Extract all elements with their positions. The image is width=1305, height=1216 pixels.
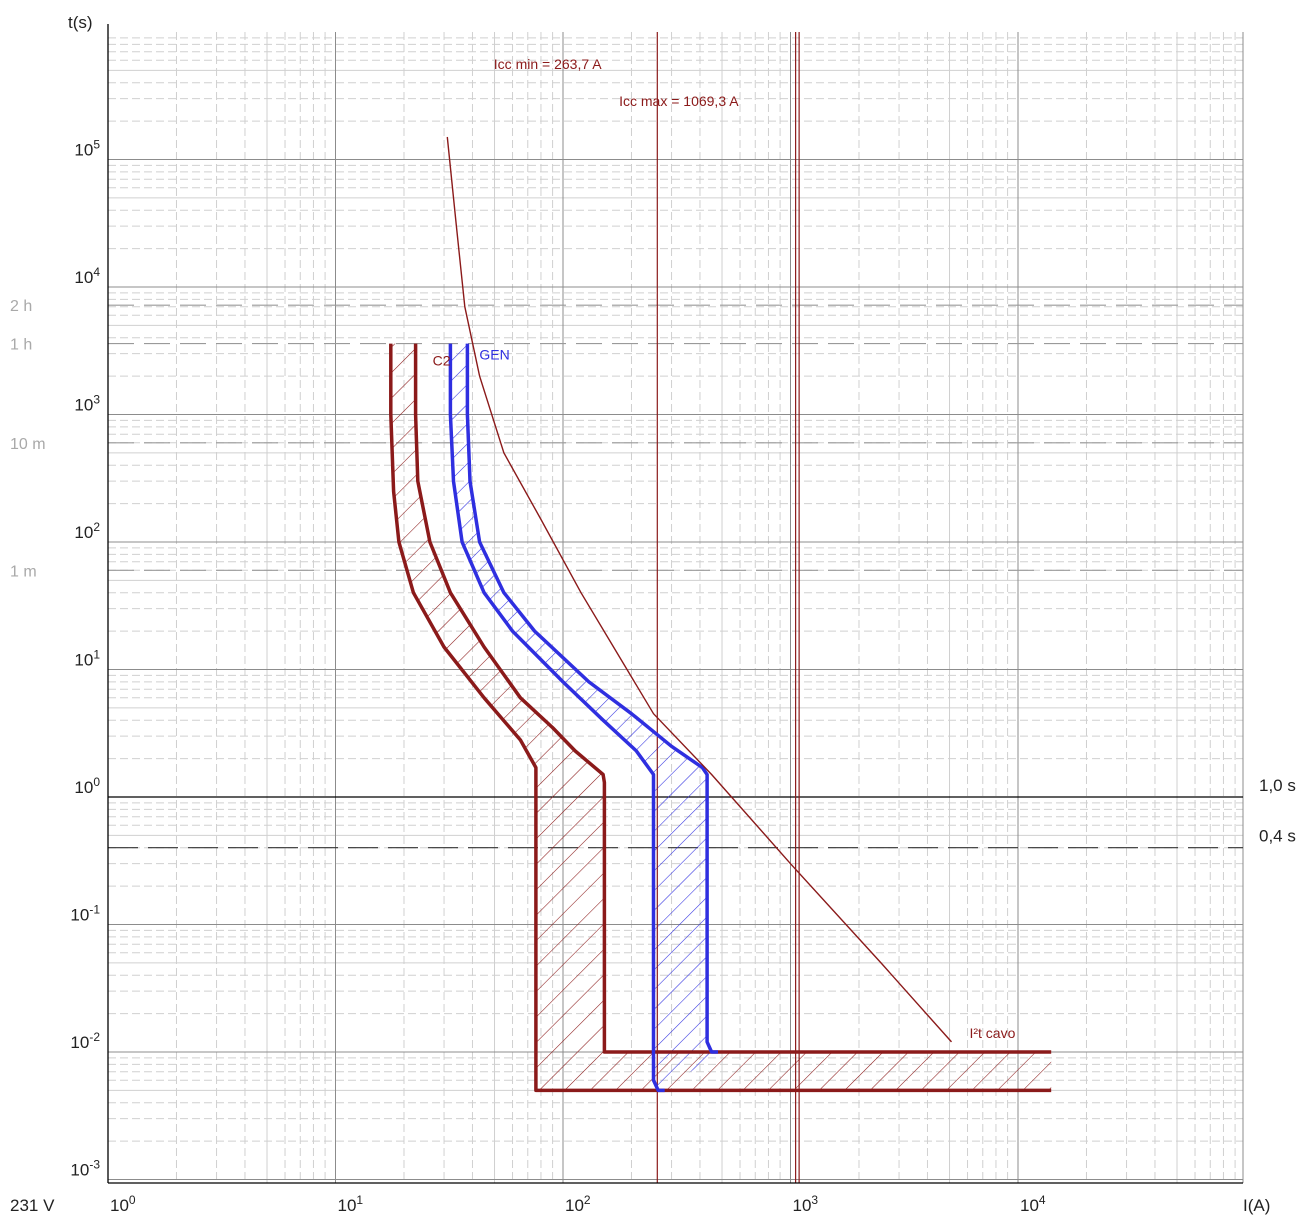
icc-label: Icc min = 263,7 A	[494, 56, 602, 72]
x-tick-label: 103	[793, 1193, 819, 1215]
y-tick-label: 101	[74, 648, 100, 670]
axes	[107, 24, 1243, 1184]
reference-time-label: 1,0 s	[1259, 776, 1296, 795]
series-label: C2	[433, 353, 451, 369]
voltage-label: 231 V	[10, 1196, 55, 1215]
time-marker-label: 1 h	[10, 337, 32, 354]
curve-upper-gen	[465, 343, 718, 1054]
curve-band-fills	[390, 343, 1052, 1091]
x-axis-title: I(A)	[1243, 1196, 1270, 1215]
y-tick-label: 10-2	[70, 1030, 100, 1052]
curve-lines	[389, 136, 1052, 1093]
y-tick-label: 100	[74, 775, 100, 797]
y-tick-label: 105	[74, 138, 100, 160]
y-axis-title: t(s)	[68, 13, 93, 32]
icc-label: Icc max = 1069,3 A	[619, 93, 739, 109]
x-tick-label: 101	[338, 1193, 364, 1215]
y-tick-label: 10-1	[70, 903, 100, 925]
series-label: I²t cavo	[969, 1025, 1015, 1041]
reference-time-label: 0,4 s	[1259, 827, 1296, 846]
curve-upper-c2	[413, 343, 1052, 1054]
series-label: GEN	[479, 347, 509, 363]
time-marker-lines	[108, 304, 1243, 849]
x-tick-label: 102	[565, 1193, 591, 1215]
time-marker-label: 2 h	[10, 298, 32, 315]
curve-lower-gen	[448, 343, 665, 1093]
y-tick-label: 102	[74, 520, 100, 542]
short-circuit-lines	[656, 32, 800, 1183]
curve-lower-c2	[389, 343, 1052, 1093]
band-fill-gen	[450, 343, 718, 1091]
cable-i2t-curve	[446, 136, 953, 1043]
time-marker-label: 10 m	[10, 436, 46, 453]
y-tick-label: 10-3	[70, 1158, 100, 1180]
y-tick-label: 103	[74, 393, 100, 415]
x-tick-label: 104	[1020, 1193, 1046, 1215]
x-tick-label: 100	[110, 1193, 136, 1215]
band-fill-c2	[390, 343, 1052, 1091]
axis-labels: 2 h 1 h 10 m 1 m 1,0 s 0,4 s C2 GEN I²t cavo Icc …	[10, 13, 1296, 1215]
time-marker-label: 1 m	[10, 563, 37, 580]
y-tick-label: 104	[74, 265, 100, 287]
